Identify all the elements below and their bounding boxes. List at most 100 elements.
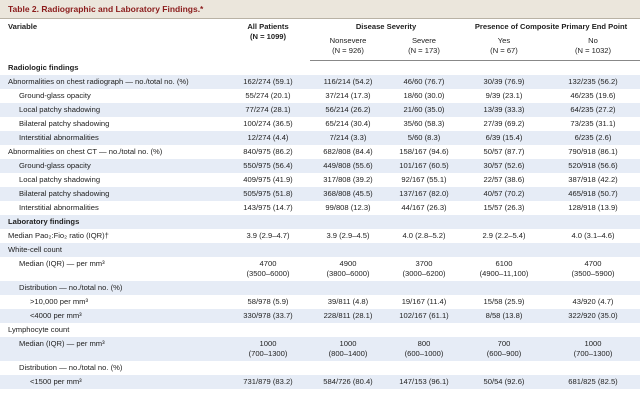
cell: 44/167 (26.3) (401, 202, 447, 212)
table-row: White-cell count (0, 242, 640, 257)
cell: 505/975 (51.8) (226, 186, 310, 201)
header-n: (N = 1099) (249, 32, 287, 41)
table-title: Table 2. Radiographic and Laboratory Fin… (0, 0, 640, 19)
cell: 46/60 (76.7) (386, 74, 462, 89)
cell: 37/214 (17.3) (325, 90, 371, 100)
cell: 840/975 (86.2) (243, 146, 293, 156)
cell: 550/975 (56.4) (226, 158, 310, 173)
table-row: Distribution — no./total no. (%) (0, 280, 640, 295)
cell (226, 280, 310, 295)
table-row: Lymphocyte count (0, 323, 640, 337)
cell: 8/58 (13.8) (462, 308, 546, 323)
cell (310, 280, 386, 295)
cell (310, 361, 386, 375)
header-all: All Patients (N = 1099) (226, 19, 310, 61)
cell (462, 361, 546, 375)
cell (310, 61, 386, 75)
cell: 22/57 (38.6) (483, 174, 525, 184)
cell: 56/214 (26.2) (310, 102, 386, 117)
cell (462, 280, 546, 295)
row-label: Local patchy shadowing (19, 174, 101, 184)
header-text: Yes (497, 36, 511, 45)
row-label: Interstitial abnormalities (0, 130, 226, 145)
cell (310, 214, 386, 229)
cell: 409/975 (41.9) (243, 174, 293, 184)
header-group: Severe (N = 173) (386, 33, 462, 61)
cell: 4700 (3500–5900) (571, 258, 615, 278)
cell: 143/975 (14.7) (243, 202, 293, 212)
row-label: Bilateral patchy shadowing (19, 118, 110, 128)
table-row: Interstitial abnormalities 143/975 (14.7)… (0, 201, 640, 215)
cell: 158/167 (94.6) (399, 146, 449, 156)
cell: 64/235 (27.2) (546, 102, 640, 117)
table-row: Median (IQR) — per mm³ 1000 (700–1300) 100… (0, 336, 640, 361)
table-row: Local patchy shadowing 77/274 (28.1) 56/21… (0, 102, 640, 117)
cell: 73/235 (31.1) (570, 118, 616, 128)
header-group: Yes (N = 67) (462, 33, 546, 61)
cell (546, 280, 640, 295)
cell: 50/57 (87.7) (483, 146, 525, 156)
cell: 50/54 (92.6) (462, 374, 546, 389)
cell: 19/167 (11.4) (401, 296, 447, 306)
cell: 4700 (3500–6000) (246, 258, 290, 278)
cell: 6100 (4900–11,100) (479, 258, 529, 278)
cell: 27/39 (69.2) (483, 118, 525, 128)
cell: 584/726 (80.4) (310, 374, 386, 389)
row-label: Abnormalities on chest radiograph — no./… (0, 74, 226, 89)
cell (462, 61, 546, 75)
table-row: Bilateral patchy shadowing 100/274 (36.5)… (0, 117, 640, 131)
cell: 147/153 (96.1) (386, 374, 462, 389)
cell: 465/918 (50.7) (546, 186, 640, 201)
cell: 368/808 (45.5) (310, 186, 386, 201)
cell: 387/918 (42.2) (568, 174, 618, 184)
cell (546, 323, 640, 337)
row-label: Abnormalities on chest CT — no./total no… (8, 146, 163, 156)
row-label: Ground-glass opacity (19, 90, 91, 100)
cell (226, 242, 310, 257)
header-group: Nonsevere (N = 926) (310, 33, 386, 61)
cell: 30/39 (76.9) (462, 74, 546, 89)
row-label: <1500 per mm³ (0, 374, 226, 389)
cell (226, 361, 310, 375)
cell: 99/808 (12.3) (325, 202, 371, 212)
cell: 43/920 (4.7) (572, 296, 614, 306)
row-label: <4000 per mm³ (0, 308, 226, 323)
cell: 100/274 (36.5) (243, 118, 293, 128)
cell: 65/214 (30.4) (325, 118, 371, 128)
header-text: Variable (8, 22, 38, 31)
cell: 2.9 (2.2–5.4) (482, 230, 526, 240)
cell: 12/274 (4.4) (226, 130, 310, 145)
header-severity: Disease Severity (355, 22, 417, 31)
table-row: <1500 per mm³ 731/879 (83.2) 584/726 (80.4… (0, 374, 640, 389)
cell (386, 323, 462, 337)
row-label: Interstitial abnormalities (19, 202, 99, 212)
header-variable: Variable (0, 19, 226, 61)
cell (462, 323, 546, 337)
cell: 731/879 (83.2) (226, 374, 310, 389)
header-text: All Patients (247, 22, 289, 31)
table-row: Ground-glass opacity 55/274 (20.1) 37/214 … (0, 89, 640, 103)
cell: 3.9 (2.9–4.7) (246, 230, 290, 240)
section-row: Laboratory findings (0, 214, 640, 229)
table-header: Variable All Patients (N = 1099) Disease … (0, 19, 640, 61)
cell: 13/39 (33.3) (462, 102, 546, 117)
table-row: Distribution — no./total no. (%) (0, 361, 640, 375)
cell: 6/235 (2.6) (546, 130, 640, 145)
table-row: Ground-glass opacity 550/975 (56.4) 449/80… (0, 158, 640, 173)
cell (226, 214, 310, 229)
header-group: No (N = 1032) (546, 33, 640, 61)
table-row: >10,000 per mm³ 58/978 (5.9) 39/811 (4.8) 1… (0, 295, 640, 309)
cell: 4900 (3800–6000) (326, 258, 370, 278)
cell (386, 214, 462, 229)
cell (462, 214, 546, 229)
cell: 128/918 (13.9) (568, 202, 618, 212)
cell: 137/167 (82.0) (386, 186, 462, 201)
row-label: Median (IQR) — per mm³ (19, 258, 105, 268)
cell: 790/918 (86.1) (568, 146, 618, 156)
cell: 9/39 (23.1) (485, 90, 523, 100)
cell: 40/57 (70.2) (462, 186, 546, 201)
cell (310, 323, 386, 337)
cell: 330/978 (33.7) (226, 308, 310, 323)
table-row: Abnormalities on chest CT — no./total no… (0, 145, 640, 159)
